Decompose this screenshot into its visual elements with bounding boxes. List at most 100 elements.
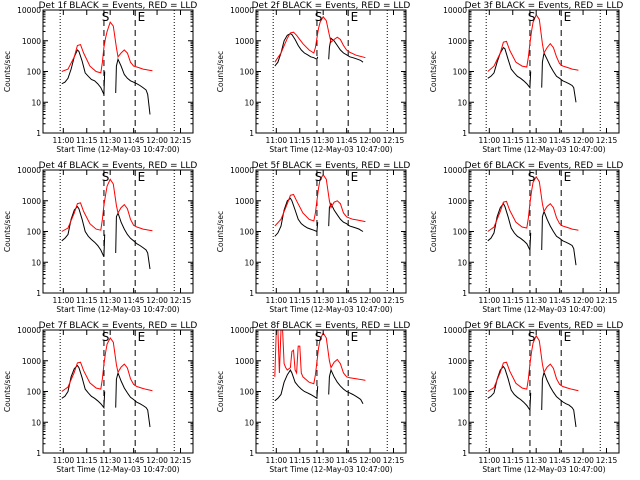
x-tick-label: 11:00 [53, 456, 75, 465]
panel-title: Det 5f BLACK = Events, RED = LLD [252, 161, 411, 171]
y-tick-label: 1 [36, 289, 41, 298]
x-tick-label: 11:30 [525, 456, 547, 465]
plot-frame [42, 169, 194, 294]
y-tick-label: 100 [453, 68, 468, 77]
marker-s: S [528, 170, 536, 184]
y-tick-label: 1000 [22, 197, 41, 206]
x-tick-label: 12:15 [383, 456, 405, 465]
y-tick-label: 1 [249, 449, 254, 458]
x-tick-label: 11:30 [99, 456, 121, 465]
x-axis-label: Start Time (12-May-03 10:47:00) [269, 465, 392, 474]
marker-e: E [138, 170, 146, 184]
marker-s: S [315, 330, 323, 344]
y-axis-label: Counts/sec [216, 211, 225, 252]
events-series-line [274, 33, 319, 67]
lld-series-line [487, 334, 579, 392]
x-tick-label: 11:15 [502, 456, 524, 465]
y-tick-label: 1000 [235, 197, 254, 206]
x-tick-label: 11:30 [312, 456, 334, 465]
lld-series-line [487, 175, 579, 232]
marker-e: E [138, 10, 146, 24]
x-tick-label: 11:45 [123, 296, 145, 305]
x-tick-label: 11:30 [525, 136, 547, 145]
x-tick-label: 11:15 [289, 456, 311, 465]
x-tick-label: 11:30 [312, 136, 334, 145]
x-tick-label: 12:00 [572, 136, 594, 145]
events-series-line [115, 211, 151, 270]
panel-title: Det 8f BLACK = Events, RED = LLD [252, 321, 411, 331]
x-tick-label: 12:00 [572, 296, 594, 305]
y-tick-label: 1000 [448, 37, 467, 46]
y-tick-label: 1000 [235, 37, 254, 46]
x-tick-label: 11:15 [289, 136, 311, 145]
lld-series-line [274, 173, 366, 227]
x-tick-label: 11:30 [99, 136, 121, 145]
events-series-line [274, 368, 319, 402]
events-series-line [487, 365, 532, 412]
marker-s: S [315, 10, 323, 24]
events-series-line [541, 209, 577, 266]
x-tick-label: 11:15 [76, 456, 98, 465]
y-tick-label: 10000 [443, 326, 467, 335]
y-axis-label: Counts/sec [429, 371, 438, 412]
x-tick-label: 11:45 [549, 136, 571, 145]
y-tick-label: 10000 [443, 166, 467, 175]
x-tick-label: 12:00 [359, 456, 381, 465]
x-axis-label: Start Time (12-May-03 10:47:00) [482, 465, 605, 474]
events-series-line [115, 57, 151, 115]
marker-e: E [564, 170, 572, 184]
y-tick-label: 1000 [448, 357, 467, 366]
marker-s: S [528, 10, 536, 24]
y-tick-label: 1 [462, 129, 467, 138]
lld-series-line [61, 337, 153, 392]
x-tick-label: 11:00 [266, 456, 288, 465]
x-tick-label: 12:15 [170, 296, 192, 305]
y-tick-label: 100 [453, 228, 468, 237]
x-tick-label: 12:15 [383, 136, 405, 145]
x-tick-label: 11:00 [266, 136, 288, 145]
y-tick-label: 10 [31, 418, 41, 427]
events-series-line [487, 202, 532, 251]
panel-title: Det 9f BLACK = Events, RED = LLD [465, 321, 624, 331]
y-tick-label: 1 [462, 449, 467, 458]
x-tick-label: 11:30 [99, 296, 121, 305]
y-tick-label: 10 [457, 98, 467, 107]
x-tick-label: 11:15 [76, 136, 98, 145]
x-tick-label: 11:00 [479, 136, 501, 145]
y-tick-label: 1 [249, 289, 254, 298]
x-tick-label: 12:15 [596, 136, 618, 145]
y-tick-label: 10 [244, 98, 254, 107]
x-tick-label: 11:00 [479, 456, 501, 465]
x-tick-label: 12:00 [146, 136, 168, 145]
events-series-line [487, 46, 532, 89]
y-tick-label: 1 [462, 289, 467, 298]
x-tick-label: 12:15 [383, 296, 405, 305]
events-series-line [61, 205, 106, 258]
marker-e: E [564, 330, 572, 344]
y-tick-label: 10 [31, 258, 41, 267]
y-tick-label: 100 [453, 388, 468, 397]
y-tick-label: 10 [31, 98, 41, 107]
panel-title: Det 1f BLACK = Events, RED = LLD [39, 1, 198, 11]
y-tick-label: 10 [457, 418, 467, 427]
x-tick-label: 11:30 [525, 296, 547, 305]
x-tick-label: 11:15 [502, 296, 524, 305]
x-tick-label: 12:00 [572, 456, 594, 465]
x-tick-label: 12:15 [170, 456, 192, 465]
y-axis-label: Counts/sec [429, 211, 438, 252]
y-axis-label: Counts/sec [3, 51, 12, 92]
lld-series-line [274, 15, 366, 63]
x-tick-label: 11:00 [53, 296, 75, 305]
y-axis-label: Counts/sec [216, 51, 225, 92]
y-tick-label: 10 [244, 418, 254, 427]
marker-e: E [351, 10, 359, 24]
lld-series-line [61, 178, 153, 232]
x-axis-label: Start Time (12-May-03 10:47:00) [482, 305, 605, 314]
y-tick-label: 10000 [230, 6, 254, 15]
